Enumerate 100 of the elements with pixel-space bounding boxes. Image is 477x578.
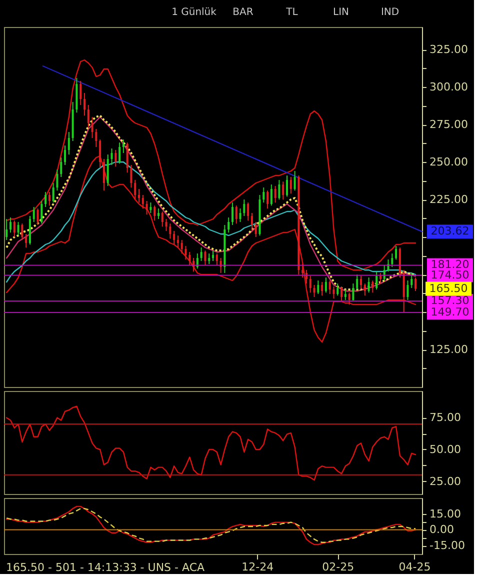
candlestick: [95, 128, 98, 148]
candlestick: [161, 211, 164, 227]
annotation: 165.50: [429, 282, 468, 295]
y-tick-label: 250.00: [430, 156, 468, 168]
candlestick: [110, 148, 113, 166]
candlestick: [114, 150, 117, 167]
candlestick: [266, 190, 269, 209]
candlestick: [21, 223, 24, 240]
candlestick: [56, 169, 58, 191]
candlestick: [169, 223, 172, 239]
candlestick: [180, 240, 183, 254]
candlestick: [328, 280, 331, 294]
candlestick: [309, 276, 312, 293]
candlestick: [250, 212, 253, 232]
text: BAR: [232, 7, 254, 18]
candlestick: [317, 280, 320, 294]
candlestick: [36, 208, 39, 226]
candlestick: [13, 220, 16, 238]
candlestick: [91, 116, 94, 138]
candlestick: [9, 217, 12, 233]
candlestick: [142, 194, 144, 209]
candlestick: [332, 286, 335, 299]
candlestick: [290, 176, 292, 194]
candlestick: [228, 217, 230, 233]
candlestick: [60, 157, 62, 178]
candlestick: [294, 170, 296, 191]
y-tick-label: 50.00: [430, 442, 461, 456]
candlestick: [360, 276, 362, 290]
candlestick: [239, 208, 242, 222]
candlestick: [336, 283, 339, 296]
candlestick: [278, 180, 280, 200]
candlestick: [165, 218, 168, 232]
candlestick: [348, 292, 350, 305]
candlestick: [157, 208, 160, 220]
candlestick: [364, 283, 366, 296]
candlestick: [150, 202, 152, 214]
x-tick-label: 04-25: [398, 560, 431, 574]
y-tick-label: -15.00: [430, 539, 465, 552]
candlestick: [282, 181, 284, 200]
y-tick-label: 0.00: [430, 523, 454, 536]
candlestick: [313, 284, 316, 298]
text: LIN: [332, 7, 350, 18]
candlestick: [402, 270, 405, 312]
candlestick: [154, 205, 156, 221]
candlestick: [368, 277, 370, 293]
candlestick: [106, 154, 109, 186]
candlestick: [204, 250, 206, 266]
candlestick: [80, 80, 82, 106]
text: 1 Günlük: [172, 7, 217, 18]
candlestick: [356, 274, 358, 290]
candlestick: [32, 206, 35, 222]
candlestick: [376, 271, 378, 290]
candlestick: [68, 132, 70, 155]
candlestick: [87, 104, 90, 128]
candlestick: [302, 264, 304, 278]
candlestick: [138, 188, 140, 203]
y-tick-label: 15.00: [430, 507, 461, 520]
candlestick: [235, 205, 238, 224]
line-series: [6, 406, 416, 481]
candlestick: [352, 283, 354, 302]
y-tick-label: 25.00: [430, 474, 461, 488]
candlestick: [134, 180, 136, 200]
text: 165.50 - 501 - 14:13:33 - UNS - ACA: [6, 561, 206, 574]
candlestick: [126, 142, 128, 173]
candlestick: [262, 187, 265, 203]
ref-line-label: 157.30: [430, 294, 470, 308]
candlestick: [254, 222, 257, 238]
candlestick: [231, 202, 234, 226]
candlestick: [188, 252, 191, 266]
candlestick: [410, 272, 413, 288]
candlestick: [243, 199, 246, 216]
candlestick: [200, 247, 202, 262]
candlestick: [122, 139, 124, 154]
candlestick: [40, 200, 43, 224]
candlestick: [212, 250, 214, 262]
y-tick-label: 125.00: [430, 343, 468, 356]
data-label: 203.62: [430, 224, 470, 238]
y-tick-label: 300.00: [430, 80, 468, 94]
candlestick: [340, 286, 343, 302]
candlestick: [216, 253, 218, 266]
candlestick: [48, 192, 50, 206]
candlestick: [146, 200, 148, 215]
candlestick: [99, 139, 102, 168]
candlestick: [130, 164, 132, 188]
x-tick-label: 02-25: [322, 560, 354, 574]
candlestick: [395, 246, 398, 260]
candlestick: [406, 280, 409, 300]
candlestick: [173, 230, 176, 245]
candlestick: [270, 184, 272, 206]
candlestick: [398, 247, 401, 278]
y-tick-label: 275.00: [430, 118, 468, 131]
candlestick: [83, 92, 86, 116]
candlestick: [344, 289, 346, 300]
candlestick: [118, 142, 121, 164]
y-tick-label: 325.00: [430, 43, 468, 56]
candlestick: [379, 272, 382, 284]
line-series: [6, 59, 416, 271]
candlestick: [28, 216, 31, 245]
candlestick: [25, 234, 28, 248]
ref-line-label: 149.70: [430, 305, 470, 318]
